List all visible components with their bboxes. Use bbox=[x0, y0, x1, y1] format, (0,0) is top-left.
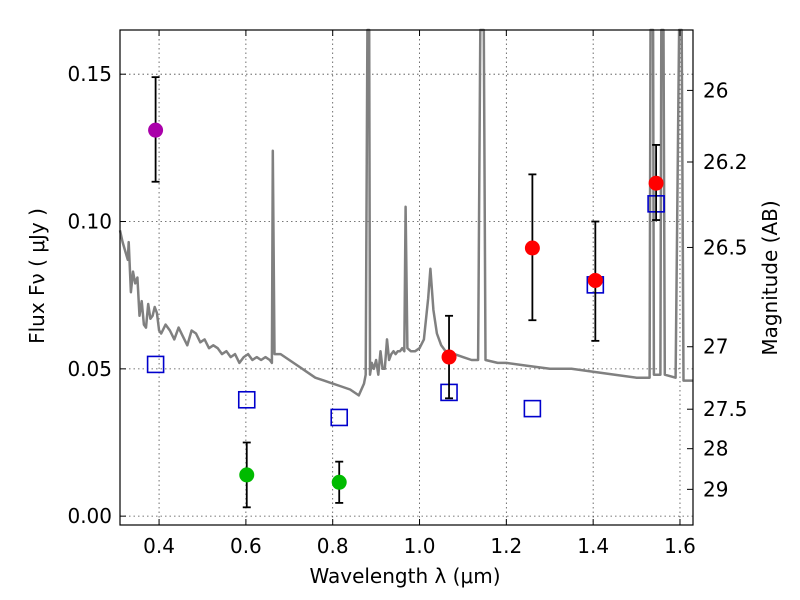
x-tick-label: 1.2 bbox=[490, 534, 522, 558]
y-tick-label: 0.15 bbox=[67, 62, 112, 86]
y-axis-label-left: Flux Fν ( μJy ) bbox=[25, 208, 49, 344]
x-tick-label: 0.6 bbox=[230, 534, 262, 558]
x-tick-label: 0.4 bbox=[143, 534, 175, 558]
observed-point bbox=[587, 272, 603, 288]
mag-tick-label: 29 bbox=[703, 477, 728, 501]
observed-point bbox=[441, 349, 457, 365]
model-point bbox=[146, 355, 165, 374]
y-tick-label: 0.10 bbox=[67, 210, 112, 234]
plot-frame bbox=[119, 29, 694, 526]
observed-point bbox=[648, 175, 664, 191]
mag-tick-label: 27.5 bbox=[703, 397, 748, 421]
y-tick-label: 0.05 bbox=[67, 357, 112, 381]
observed-points bbox=[148, 76, 664, 509]
model-point bbox=[330, 408, 349, 427]
x-tick-label: 1.6 bbox=[664, 534, 696, 558]
spectrum bbox=[118, 28, 693, 397]
mag-tick-label: 27 bbox=[703, 335, 728, 359]
mag-tick-label: 28 bbox=[703, 437, 728, 461]
x-tick-label: 1.0 bbox=[404, 534, 436, 558]
observed-point bbox=[148, 122, 164, 138]
y-axis-left: 0.00 0.05 0.10 0.15 bbox=[67, 62, 126, 528]
x-axis-label: Wavelength λ (μm) bbox=[309, 564, 500, 588]
observed-point bbox=[331, 474, 347, 490]
x-axis: 0.4 0.6 0.8 1.0 1.2 1.4 1.6 bbox=[143, 30, 696, 558]
y-tick-label: 0.00 bbox=[67, 504, 112, 528]
x-tick-label: 0.8 bbox=[317, 534, 349, 558]
model-point bbox=[523, 399, 542, 418]
spectrum-line bbox=[118, 28, 693, 397]
y-axis-label-right: Magnitude (AB) bbox=[758, 200, 782, 355]
mag-tick-label: 26.5 bbox=[703, 235, 748, 259]
observed-point bbox=[524, 240, 540, 256]
model-point bbox=[237, 390, 256, 409]
mag-tick-label: 26 bbox=[703, 78, 728, 102]
x-tick-label: 1.4 bbox=[577, 534, 609, 558]
y-axis-right: 26 26.2 26.5 27 27.5 28 29 bbox=[687, 78, 748, 501]
mag-tick-label: 26.2 bbox=[703, 150, 748, 174]
observed-point bbox=[239, 467, 255, 483]
